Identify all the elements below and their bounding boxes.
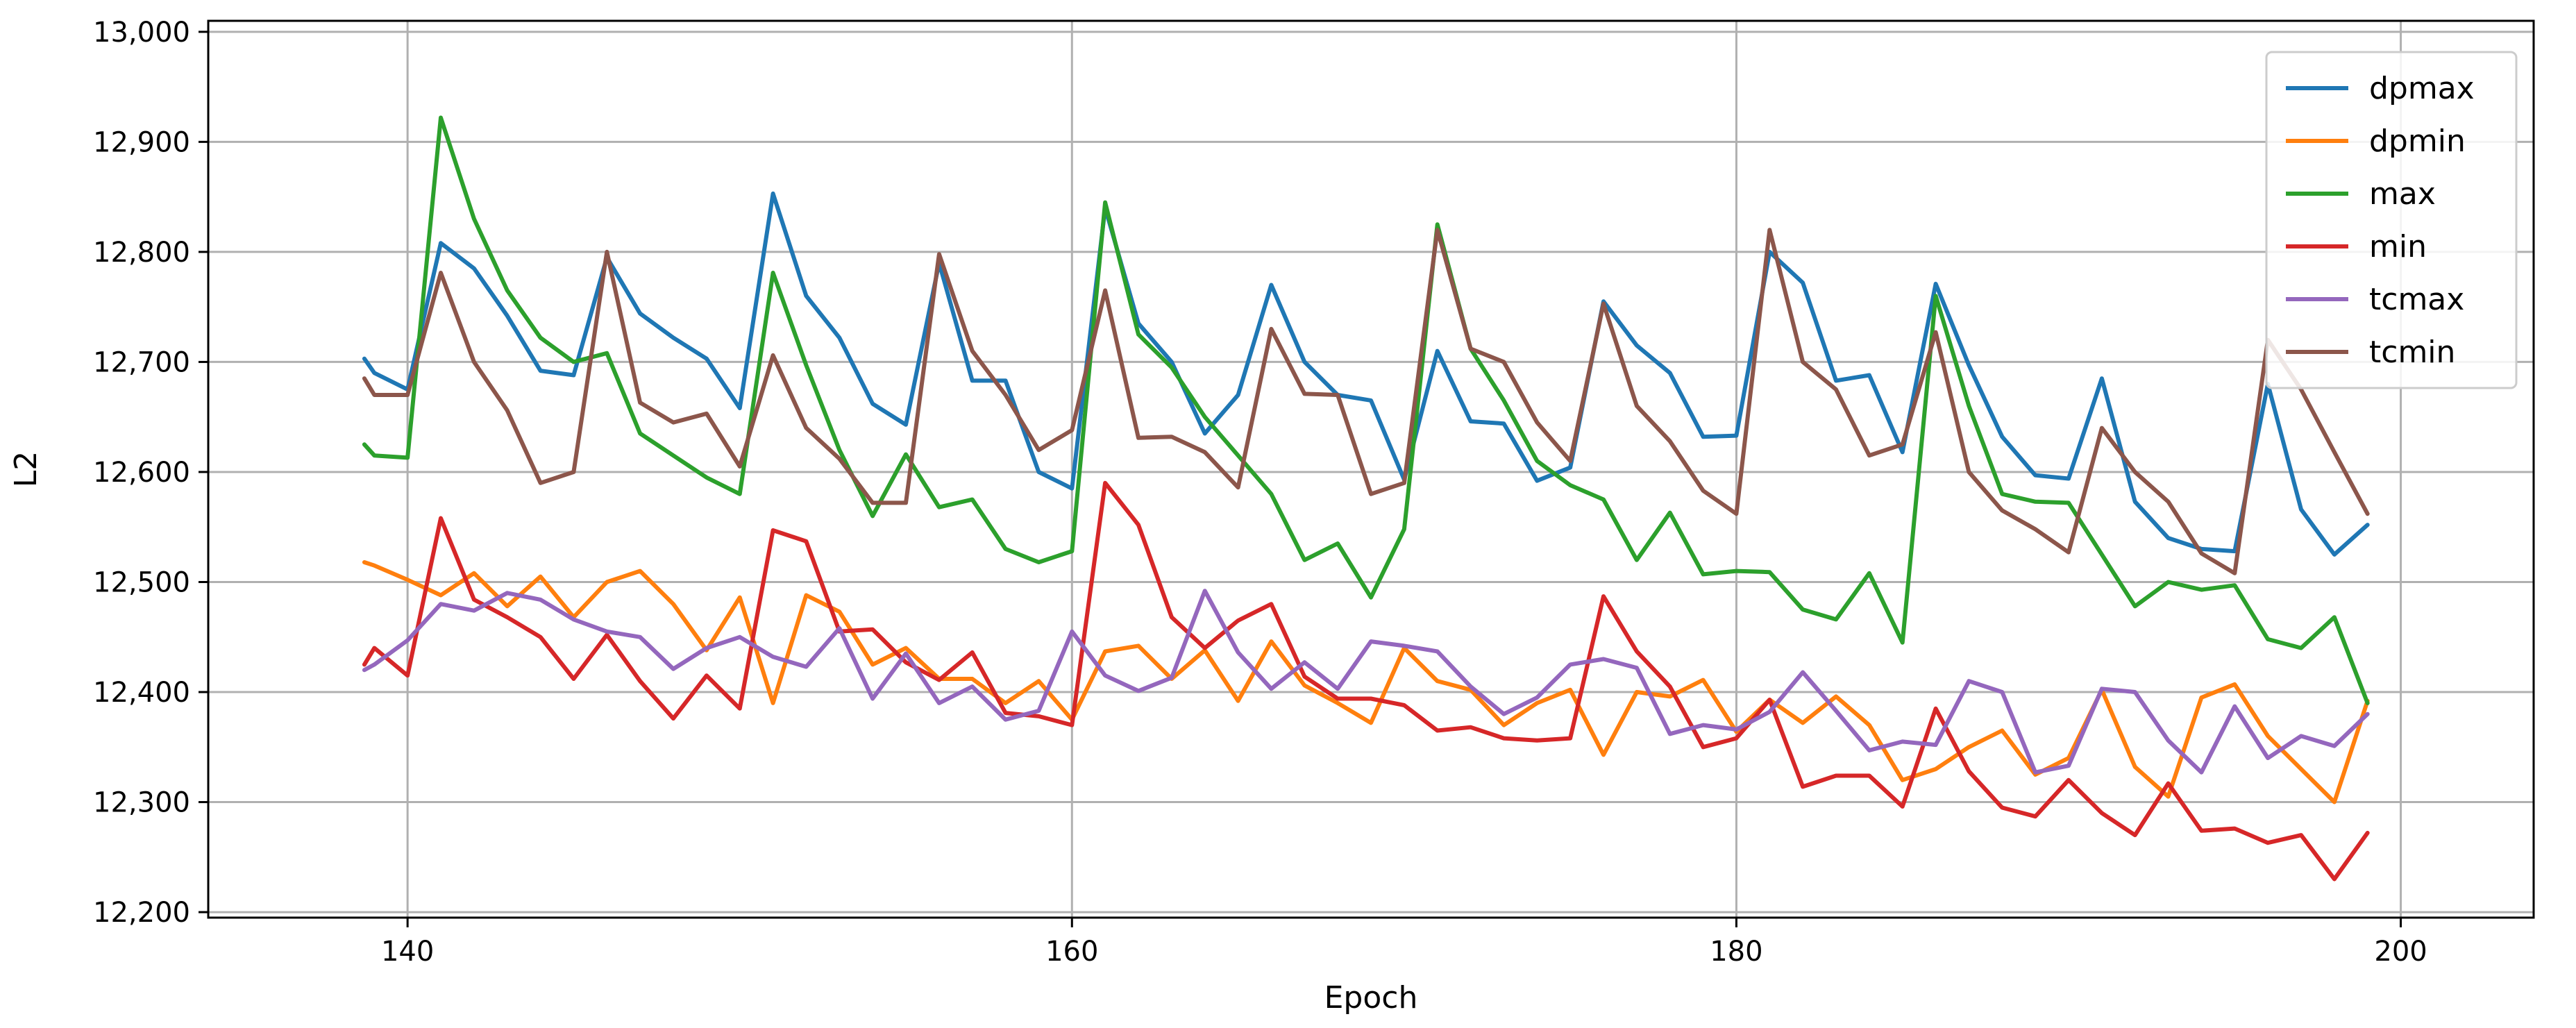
series-line-min	[362, 480, 2370, 882]
legend-label-dpmin: dpmin	[2369, 124, 2466, 159]
x-tick-label: 140	[381, 936, 434, 968]
legend-label-max: max	[2369, 176, 2436, 212]
legend-label-min: min	[2369, 229, 2427, 264]
y-axis-ticks: 12,200 12,300 12,400 12,500 12,600 12,700 12,8…	[93, 17, 208, 929]
legend: dpmax dpmin max min tcmax tcmin	[2265, 51, 2518, 389]
x-tick-label: 200	[2374, 936, 2427, 968]
y-tick-label: 12,600	[93, 457, 190, 489]
legend-box	[2265, 51, 2518, 389]
y-tick-label: 12,200	[93, 897, 190, 929]
legend-label-tcmax: tcmax	[2369, 282, 2464, 317]
grid-lines	[208, 21, 2534, 918]
y-tick-label: 13,000	[93, 17, 190, 49]
plot-area-frame	[207, 19, 2535, 919]
y-axis-label: L2	[8, 451, 44, 488]
series-line-max	[362, 115, 2370, 705]
series-line-tcmin	[362, 228, 2370, 575]
series-line-dpmax	[362, 191, 2370, 557]
series-line-dpmin	[362, 560, 2370, 804]
x-tick-label: 160	[1045, 936, 1098, 968]
x-axis-ticks: 140 160 180 200	[381, 918, 2427, 968]
y-tick-label: 12,400	[93, 677, 190, 709]
legend-label-tcmin: tcmin	[2369, 335, 2455, 370]
legend-label-dpmax: dpmax	[2369, 71, 2475, 106]
series-lines	[362, 115, 2370, 882]
x-axis-label: Epoch	[1324, 980, 1418, 1016]
y-tick-label: 12,800	[93, 237, 190, 269]
y-tick-label: 12,700	[93, 346, 190, 378]
y-tick-label: 12,300	[93, 787, 190, 819]
series-line-tcmax	[362, 589, 2370, 775]
y-tick-label: 12,500	[93, 566, 190, 598]
x-tick-label: 180	[1710, 936, 1762, 968]
y-tick-label: 12,900	[93, 126, 190, 158]
